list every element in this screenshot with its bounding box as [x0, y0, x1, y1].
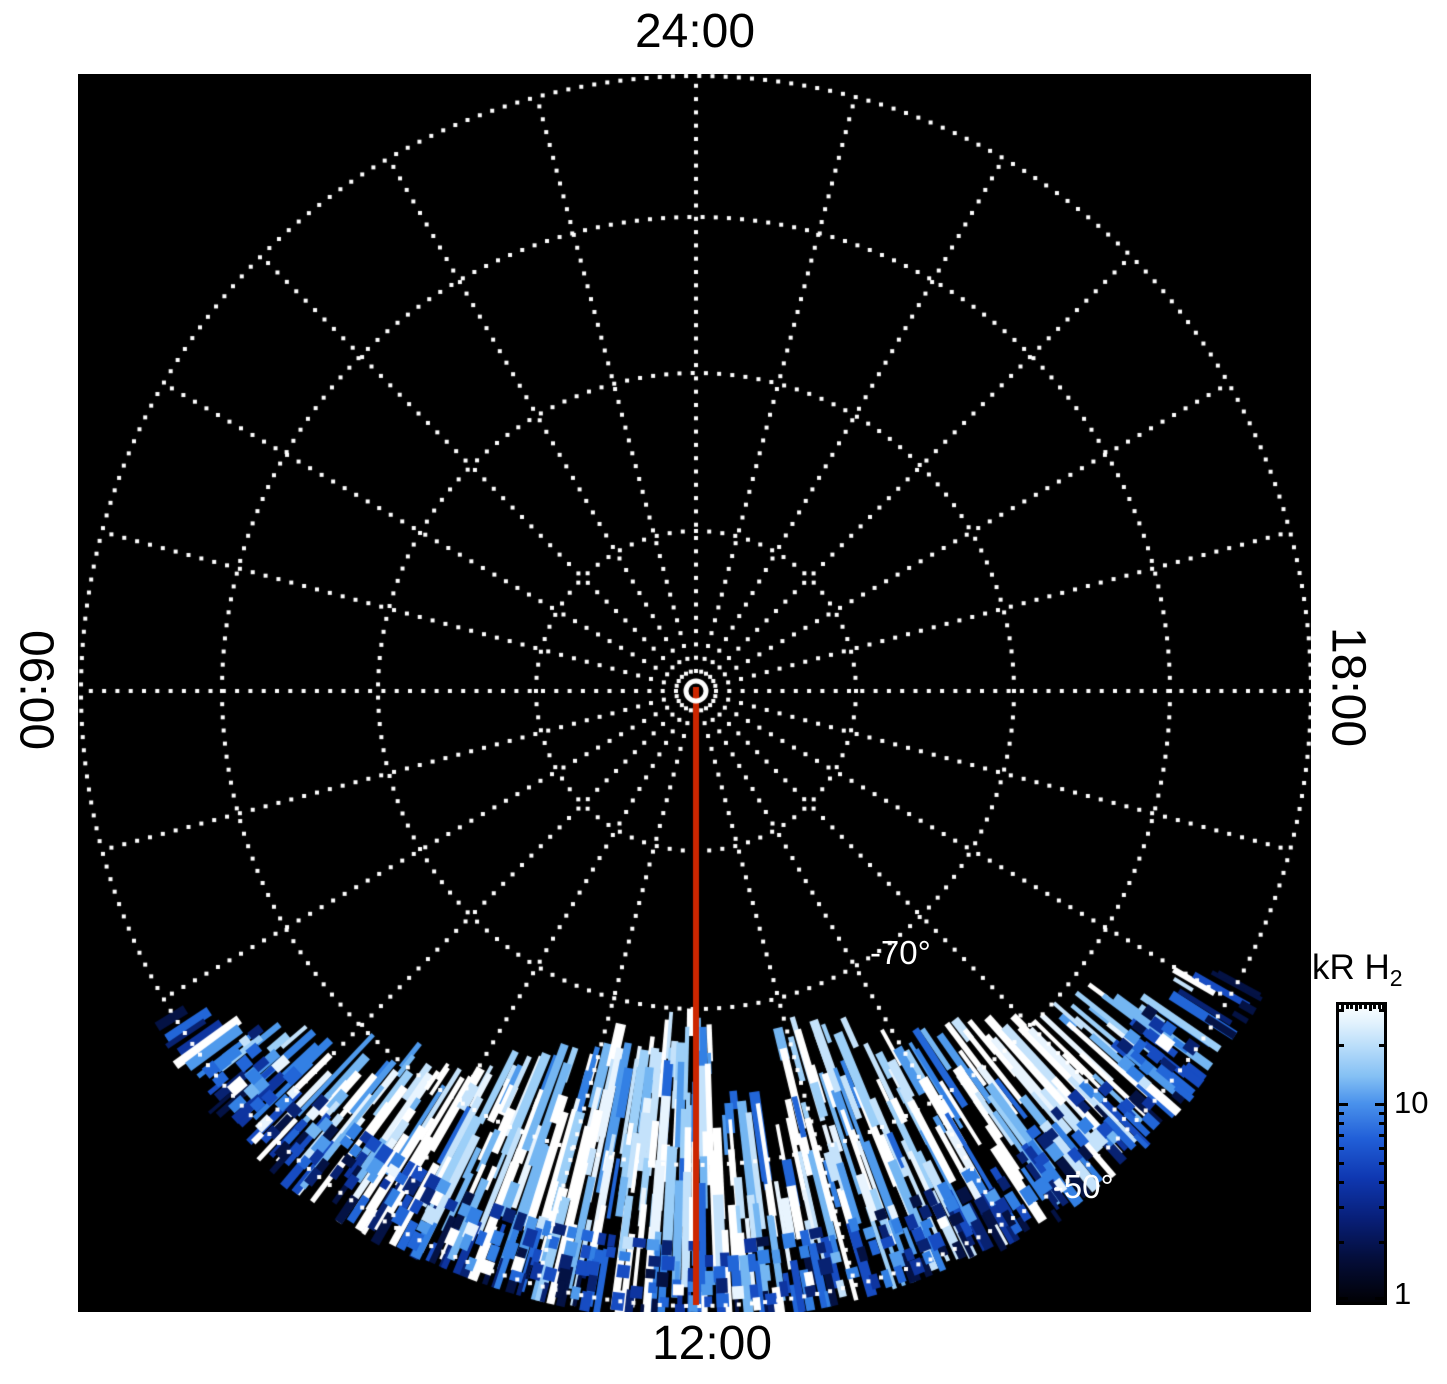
colorbar-tick	[1339, 1112, 1344, 1115]
colorbar-top-minor-tick	[1359, 1005, 1363, 1009]
colorbar-title-sub: 2	[1389, 965, 1403, 991]
colorbar-tick	[1339, 1103, 1348, 1106]
colorbar-tick	[1375, 1297, 1384, 1300]
colorbar-tick	[1339, 1206, 1344, 1209]
colorbar-tick	[1339, 1162, 1344, 1166]
colorbar-tick	[1339, 1133, 1344, 1137]
colorbar-tick	[1379, 1112, 1384, 1115]
colorbar-top-minor-tick	[1354, 1005, 1358, 1011]
colorbar-tick	[1379, 1133, 1384, 1137]
colorbar-tick	[1379, 1043, 1384, 1047]
colorbar-tick	[1339, 1297, 1348, 1300]
lat-label-0: -70°	[869, 933, 931, 971]
hour-label-0600: 06:00	[9, 629, 63, 751]
colorbar-top-minor-tick	[1345, 1005, 1349, 1009]
colorbar-tick	[1379, 1240, 1384, 1244]
hour-label-1800: 18:00	[1321, 626, 1375, 748]
polar-plot-canvas	[78, 74, 1311, 1312]
lat-label-1: -50°	[1052, 1167, 1114, 1205]
colorbar-tick	[1379, 1181, 1384, 1185]
colorbar-tick	[1339, 1122, 1344, 1126]
colorbar-tick	[1339, 1043, 1344, 1047]
colorbar-tick	[1339, 1240, 1344, 1244]
colorbar-top-minor-tick	[1377, 1005, 1381, 1009]
colorbar-top-minor-tick	[1368, 1005, 1372, 1011]
colorbar-top-minor-tick	[1350, 1005, 1354, 1009]
colorbar-title: kR H2	[1312, 948, 1403, 992]
colorbar	[1336, 1002, 1387, 1305]
colorbar-top-minor-tick	[1382, 1005, 1386, 1011]
colorbar-tick	[1379, 1206, 1384, 1209]
colorbar-tick-label-10: 10	[1394, 1085, 1429, 1120]
colorbar-tick	[1379, 1162, 1384, 1166]
hour-label-2400: 24:00	[634, 5, 756, 58]
colorbar-gradient	[1339, 1005, 1384, 1302]
colorbar-tick	[1375, 1103, 1384, 1106]
hour-label-1200: 12:00	[651, 1317, 773, 1370]
colorbar-tick	[1339, 1181, 1344, 1185]
colorbar-top-minor-tick	[1373, 1005, 1377, 1009]
colorbar-tick	[1379, 1146, 1384, 1150]
colorbar-tick-label-1: 1	[1394, 1276, 1412, 1311]
colorbar-tick	[1379, 1009, 1384, 1012]
colorbar-top-minor-tick	[1364, 1005, 1367, 1009]
colorbar-title-main: kR H	[1312, 948, 1390, 987]
colorbar-top-minor-tick	[1341, 1005, 1344, 1011]
colorbar-tick	[1339, 1146, 1344, 1150]
colorbar-tick	[1379, 1122, 1384, 1126]
